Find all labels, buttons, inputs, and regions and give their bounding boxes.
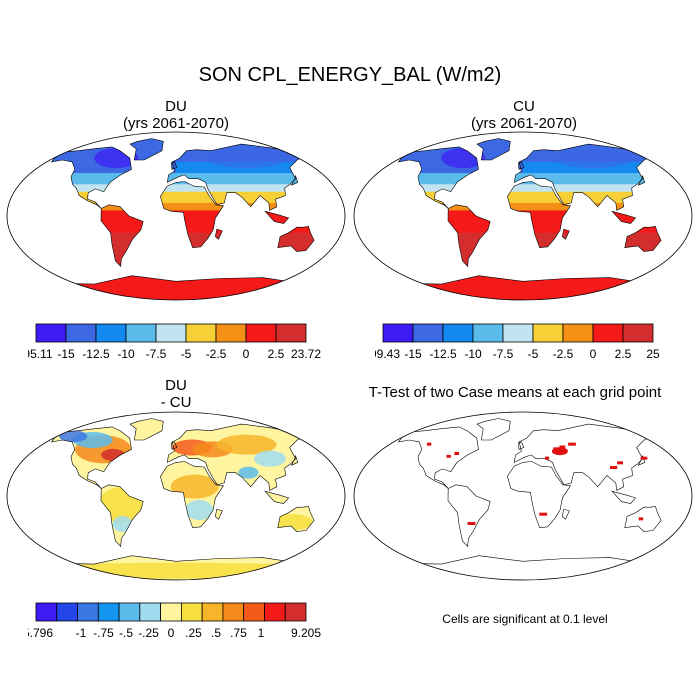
colorbar-swatch: [563, 324, 593, 342]
colorbar-label: 0: [168, 626, 175, 640]
colorbar-label: -10: [464, 347, 482, 361]
colorbar-label: -15: [57, 347, 75, 361]
colorbar-label: -5.796: [28, 626, 53, 640]
colorbar-label: -2.5: [553, 347, 574, 361]
panel-cu-name: CU: [414, 98, 634, 115]
colorbar-label: 23.72: [291, 347, 321, 361]
colorbar-swatch: [533, 324, 563, 342]
colorbar-label: .75: [230, 626, 247, 640]
colorbar-label: .25: [185, 626, 202, 640]
colorbar-label: -12.5: [82, 347, 110, 361]
significant-cell: [539, 513, 547, 516]
colorbar-swatch: [140, 603, 161, 621]
colorbar-swatch: [202, 603, 223, 621]
significant-cell: [568, 443, 576, 446]
colorbar-diff: -5.796 -1 -.75 -.5 -.25 0 .25 .5 .75 1 9.205: [28, 601, 338, 641]
panel-du-name: DU: [66, 98, 286, 115]
significant-cell: [639, 517, 643, 520]
colorbar-label: 1: [258, 626, 265, 640]
significant-cell: [552, 447, 568, 455]
significance-note: Cells are significant at 0.1 level: [360, 612, 690, 626]
colorbar-swatch: [57, 603, 78, 621]
colorbar-swatch: [96, 324, 126, 342]
panel-cu-title: CU (yrs 2061-2070): [414, 98, 634, 132]
colorbar-label: -7.5: [146, 347, 167, 361]
colorbar-swatch: [186, 324, 216, 342]
colorbar-label: -2.5: [206, 347, 227, 361]
ocean: [354, 412, 692, 580]
significant-cell: [427, 443, 431, 446]
colorbar-label: 25: [646, 347, 660, 361]
colorbar-label: -5: [181, 347, 192, 361]
colorbar-du: -95.11 -15 -12.5 -10 -7.5 -5 -2.5 0 2.5 23.72: [28, 322, 338, 362]
colorbar-swatch: [443, 324, 473, 342]
colorbar-swatch: [36, 324, 66, 342]
colorbar-label: -.25: [138, 626, 159, 640]
colorbar-label: -12.5: [429, 347, 457, 361]
colorbar-cu: -99.43 -15 -12.5 -10 -7.5 -5 -2.5 0 2.5 25: [375, 322, 685, 362]
colorbar-swatch: [285, 603, 306, 621]
colorbar-label: -1: [76, 626, 87, 640]
colorbar-swatch: [119, 603, 140, 621]
colorbar-label: -95.11: [28, 347, 53, 361]
significant-cell: [454, 452, 459, 455]
colorbar-label: -.5: [119, 626, 133, 640]
panel-diff-name: DU: [66, 377, 286, 394]
colorbar-label: -7.5: [493, 347, 514, 361]
colorbar-label: -99.43: [375, 347, 400, 361]
panel-diff-title: DU - CU: [66, 377, 286, 411]
colorbar-swatch: [593, 324, 623, 342]
significant-cell: [617, 461, 623, 464]
map-cu: [352, 130, 694, 302]
colorbar-label: -5: [528, 347, 539, 361]
colorbar-swatch: [503, 324, 533, 342]
significant-cell: [447, 455, 451, 458]
colorbar-label: -15: [404, 347, 422, 361]
colorbar-swatch: [156, 324, 186, 342]
map-du: [5, 130, 347, 302]
colorbar-swatch: [383, 324, 413, 342]
colorbar-label: 9.205: [291, 626, 321, 640]
colorbar-swatch: [623, 324, 653, 342]
panel-du-title: DU (yrs 2061-2070): [66, 98, 286, 132]
colorbar-swatch: [413, 324, 443, 342]
figure-title: SON CPL_ENERGY_BAL (W/m2): [0, 64, 700, 87]
colorbar-swatch: [181, 603, 202, 621]
map-du-minus-cu: [5, 410, 347, 582]
colorbar-swatch: [98, 603, 119, 621]
colorbar-swatch: [276, 324, 306, 342]
colorbar-label: .5: [211, 626, 221, 640]
colorbar-swatch: [223, 603, 244, 621]
colorbar-swatch: [216, 324, 246, 342]
colorbar-label: 2.5: [268, 347, 285, 361]
colorbar-swatch: [78, 603, 99, 621]
map-ttest: [352, 410, 694, 582]
significant-cell: [641, 457, 648, 460]
colorbar-swatch: [126, 324, 156, 342]
colorbar-label: -10: [117, 347, 135, 361]
panel-diff-subtitle: - CU: [66, 394, 286, 411]
significant-cell: [468, 522, 476, 525]
colorbar-label: 0: [243, 347, 250, 361]
colorbar-swatch: [36, 603, 57, 621]
significant-cell: [610, 466, 617, 469]
colorbar-label: 2.5: [615, 347, 632, 361]
colorbar-swatch: [66, 324, 96, 342]
colorbar-label: -.75: [93, 626, 114, 640]
significant-cell: [545, 457, 549, 460]
colorbar-label: 0: [590, 347, 597, 361]
colorbar-swatch: [161, 603, 182, 621]
panel-ttest-title: T-Test of two Case means at each grid po…: [330, 384, 700, 401]
colorbar-swatch: [264, 603, 285, 621]
colorbar-swatch: [473, 324, 503, 342]
colorbar-swatch: [246, 324, 276, 342]
colorbar-swatch: [244, 603, 265, 621]
